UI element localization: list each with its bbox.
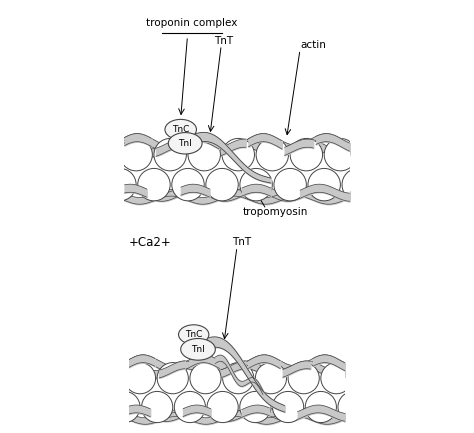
Text: TnC: TnC xyxy=(185,330,202,339)
Circle shape xyxy=(120,139,152,171)
Text: TnC: TnC xyxy=(172,125,190,134)
Circle shape xyxy=(240,168,272,201)
Circle shape xyxy=(256,139,289,171)
Circle shape xyxy=(154,139,186,171)
Circle shape xyxy=(223,362,254,394)
Circle shape xyxy=(240,391,271,423)
Text: TnT: TnT xyxy=(232,237,251,248)
Circle shape xyxy=(321,362,352,394)
Circle shape xyxy=(104,168,136,201)
Circle shape xyxy=(354,362,385,394)
Circle shape xyxy=(274,168,306,201)
Circle shape xyxy=(288,362,319,394)
Ellipse shape xyxy=(168,132,202,154)
Circle shape xyxy=(138,168,170,201)
Ellipse shape xyxy=(181,339,215,360)
Circle shape xyxy=(255,362,287,394)
Circle shape xyxy=(124,362,155,394)
Ellipse shape xyxy=(165,120,196,140)
Circle shape xyxy=(190,362,221,394)
Circle shape xyxy=(142,391,173,423)
Circle shape xyxy=(207,391,238,423)
Circle shape xyxy=(157,362,188,394)
Text: TnI: TnI xyxy=(191,345,205,354)
Circle shape xyxy=(308,168,340,201)
Circle shape xyxy=(273,391,304,423)
Text: TnT: TnT xyxy=(214,36,233,45)
Circle shape xyxy=(206,168,238,201)
Circle shape xyxy=(342,168,374,201)
Circle shape xyxy=(172,168,204,201)
Circle shape xyxy=(324,139,356,171)
Ellipse shape xyxy=(179,325,209,344)
Circle shape xyxy=(305,391,337,423)
Text: actin: actin xyxy=(300,40,326,50)
Circle shape xyxy=(222,139,255,171)
Circle shape xyxy=(358,139,391,171)
Circle shape xyxy=(188,139,220,171)
Circle shape xyxy=(338,391,369,423)
Text: +Ca2+: +Ca2+ xyxy=(129,236,172,249)
Text: tropomyosin: tropomyosin xyxy=(243,207,308,216)
Text: TnI: TnI xyxy=(178,139,192,148)
Circle shape xyxy=(290,139,323,171)
Circle shape xyxy=(174,391,205,423)
Circle shape xyxy=(109,391,140,423)
Text: troponin complex: troponin complex xyxy=(146,17,237,28)
